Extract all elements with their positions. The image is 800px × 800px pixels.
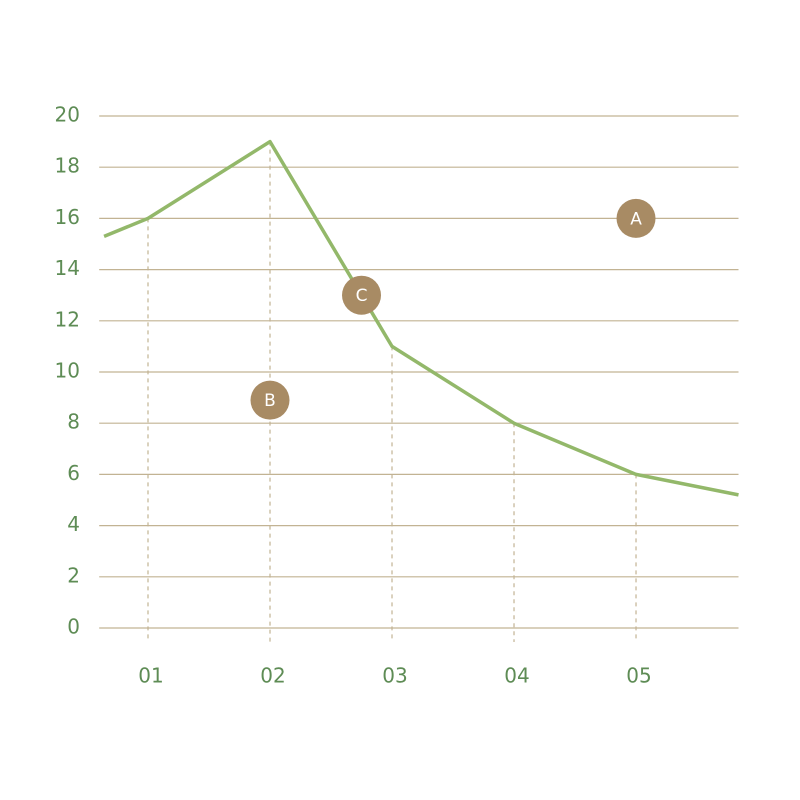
annotation-label: B [264,391,276,411]
annotation-label: A [630,209,642,229]
x-tick-label: 04 [504,664,529,688]
x-tick-label: 05 [626,664,651,688]
y-tick-label: 20 [55,103,80,127]
annotation-label: C [356,286,368,306]
annotation-marker [250,380,290,420]
annotation-marker [342,275,382,315]
line [103,139,739,497]
y-tick-label: 16 [55,205,80,229]
x-tick-label: 03 [382,664,407,688]
x-tick-label: 01 [138,664,163,688]
y-tick-label: 10 [55,359,80,383]
y-tick-label: 6 [67,461,80,485]
y-tick-label: 18 [55,154,80,178]
y-tick-label: 4 [67,512,80,536]
annotation-marker [616,198,656,238]
y-tick-label: 14 [55,256,80,280]
x-tick-label: 02 [260,664,285,688]
y-tick-label: 2 [67,563,80,587]
y-tick-label: 8 [67,410,80,434]
y-tick-label: 0 [67,615,80,639]
y-tick-label: 12 [55,307,80,331]
